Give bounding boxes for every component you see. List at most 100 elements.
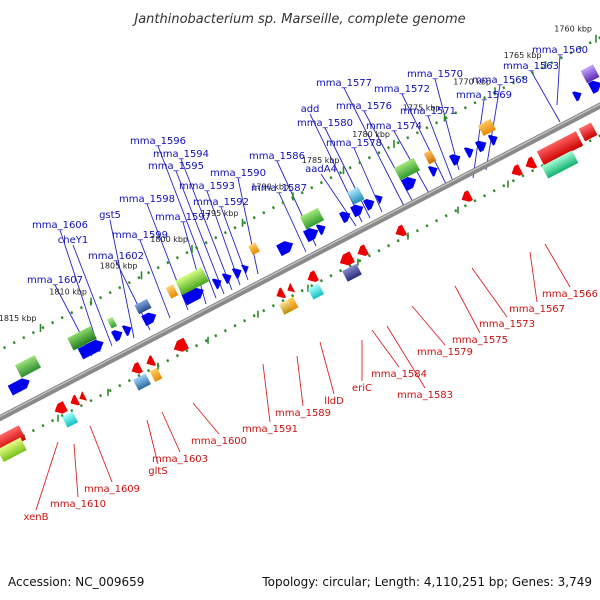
forward-label-leader xyxy=(556,54,561,106)
reverse-gene-arrow xyxy=(357,244,369,256)
reverse-gene-arrow xyxy=(131,362,143,374)
ruler-kbp-label: 1800 kbp xyxy=(150,235,188,244)
gene-block xyxy=(134,298,152,315)
gene-block xyxy=(248,242,260,256)
ruler-kbp-label: 1785 kbp xyxy=(302,156,340,165)
gene-block xyxy=(149,367,163,382)
reverse-gene-arrow xyxy=(307,270,319,282)
reverse-label-leader xyxy=(371,329,400,368)
forward-gene-label: mma_1577 xyxy=(316,78,372,89)
forward-gene-arrow xyxy=(221,273,232,285)
forward-label-leader xyxy=(434,78,460,171)
reverse-label-leader xyxy=(386,325,426,389)
forward-gene-label: mma_1563 xyxy=(503,61,559,72)
forward-label-leader xyxy=(530,70,561,123)
gene-block xyxy=(578,122,598,142)
ruler-kbp-label: 1805 kbp xyxy=(100,261,138,270)
forward-gene-arrow xyxy=(572,91,582,102)
reverse-gene-arrow xyxy=(287,282,296,293)
forward-gene-arrow xyxy=(211,278,222,290)
gene-block xyxy=(478,118,496,137)
forward-gene-label: mma_1574 xyxy=(366,121,422,132)
forward-gene-label: mma_1586 xyxy=(249,151,305,162)
forward-gene-arrow xyxy=(121,325,132,337)
reverse-label-leader xyxy=(146,419,159,465)
gene-block xyxy=(15,355,41,378)
reverse-gene-arrow xyxy=(70,394,81,406)
forward-gene-arrow xyxy=(240,264,249,275)
forward-gene-arrow xyxy=(141,312,157,327)
reverse-gene-arrow xyxy=(461,190,473,202)
forward-label-leader xyxy=(139,239,171,319)
forward-label-leader xyxy=(472,99,485,179)
reverse-label-leader xyxy=(529,251,538,303)
genome-backbone xyxy=(0,102,600,422)
forward-label-leader xyxy=(157,145,217,299)
forward-gene-arrow xyxy=(427,166,438,177)
forward-gene-label: mma_1597 xyxy=(155,212,211,223)
forward-gene-arrow xyxy=(449,154,461,166)
feature-tracks xyxy=(0,64,600,462)
forward-gene-label: mma_1570 xyxy=(407,69,463,80)
reverse-gene-label: mma_1579 xyxy=(417,347,473,358)
genome-summary-text: Topology: circular; Length: 4,110,251 bp… xyxy=(261,575,592,589)
reverse-gene-label: gltS xyxy=(148,466,167,477)
gene-block xyxy=(175,267,209,296)
accession-text: Accession: NC_009659 xyxy=(8,575,144,589)
forward-label-leader xyxy=(343,87,406,209)
reverse-gene-label: mma_1589 xyxy=(275,408,331,419)
reverse-gene-arrow xyxy=(54,401,68,414)
gene-block xyxy=(133,373,151,391)
ruler-kbp-label: 1790 kbp xyxy=(251,182,289,191)
forward-label-leader xyxy=(109,219,135,339)
forward-gene-arrow xyxy=(401,177,417,192)
reverse-label-leader xyxy=(73,443,79,498)
forward-gene-arrow xyxy=(339,211,351,224)
ruler-kbp-label: 1775 kbp xyxy=(403,104,441,113)
reverse-label-leader xyxy=(411,305,446,346)
gene-labels: mma_1560 mma_1563 mma_1568 mma_1569 mma_1570… xyxy=(24,45,599,523)
reverse-gene-arrow xyxy=(395,224,407,237)
ruler-top-dots xyxy=(2,36,600,350)
ruler-kbp-label: 1815 kbp xyxy=(0,314,37,323)
forward-gene-label: mma_1576 xyxy=(336,101,392,112)
forward-gene-arrow xyxy=(231,268,242,279)
backbone-line xyxy=(0,102,600,422)
ruler-kbp-label: 1780 kbp xyxy=(352,130,390,139)
reverse-gene-label: mma_1600 xyxy=(191,436,247,447)
map-title: Janthinobacterium sp. Marseille, complet… xyxy=(131,12,465,27)
reverse-label-leader xyxy=(454,285,481,334)
forward-label-leader xyxy=(320,173,357,227)
gene-block xyxy=(0,425,27,453)
gene-block xyxy=(394,157,420,181)
reverse-label-leader xyxy=(296,355,304,407)
forward-gene-label: mma_1598 xyxy=(119,194,175,205)
gene-block xyxy=(165,284,179,299)
reverse-label-leader xyxy=(89,425,113,483)
forward-gene-arrow xyxy=(350,204,364,218)
forward-gene-label: mma_1587 xyxy=(251,183,307,194)
forward-gene-label: mma_1568 xyxy=(472,75,528,86)
gene-block xyxy=(0,437,27,462)
reverse-label-leader xyxy=(35,441,59,511)
forward-gene-label: gst5 xyxy=(99,210,121,221)
reverse-gene-arrow xyxy=(173,337,189,352)
forward-gene-label: mma_1571 xyxy=(400,106,456,117)
reverse-gene-arrow xyxy=(339,251,355,266)
reverse-gene-arrow xyxy=(146,355,157,366)
reverse-gene-label: eriC xyxy=(352,383,372,394)
ruler-kbp-label: 1810 kbp xyxy=(49,288,87,297)
forward-gene-label: mma_1560 xyxy=(532,45,588,56)
forward-gene-arrow xyxy=(587,80,600,94)
forward-gene-arrow xyxy=(475,140,487,153)
gene-block xyxy=(287,296,299,311)
forward-label-leader xyxy=(309,113,363,223)
forward-gene-arrow xyxy=(487,134,498,146)
forward-gene-label: mma_1580 xyxy=(297,118,353,129)
reverse-gene-label: lldD xyxy=(324,396,344,407)
reverse-gene-label: mma_1610 xyxy=(50,499,106,510)
forward-gene-arrow xyxy=(77,339,104,360)
forward-gene-label: mma_1607 xyxy=(27,275,83,286)
forward-gene-label: mma_1606 xyxy=(32,220,88,231)
